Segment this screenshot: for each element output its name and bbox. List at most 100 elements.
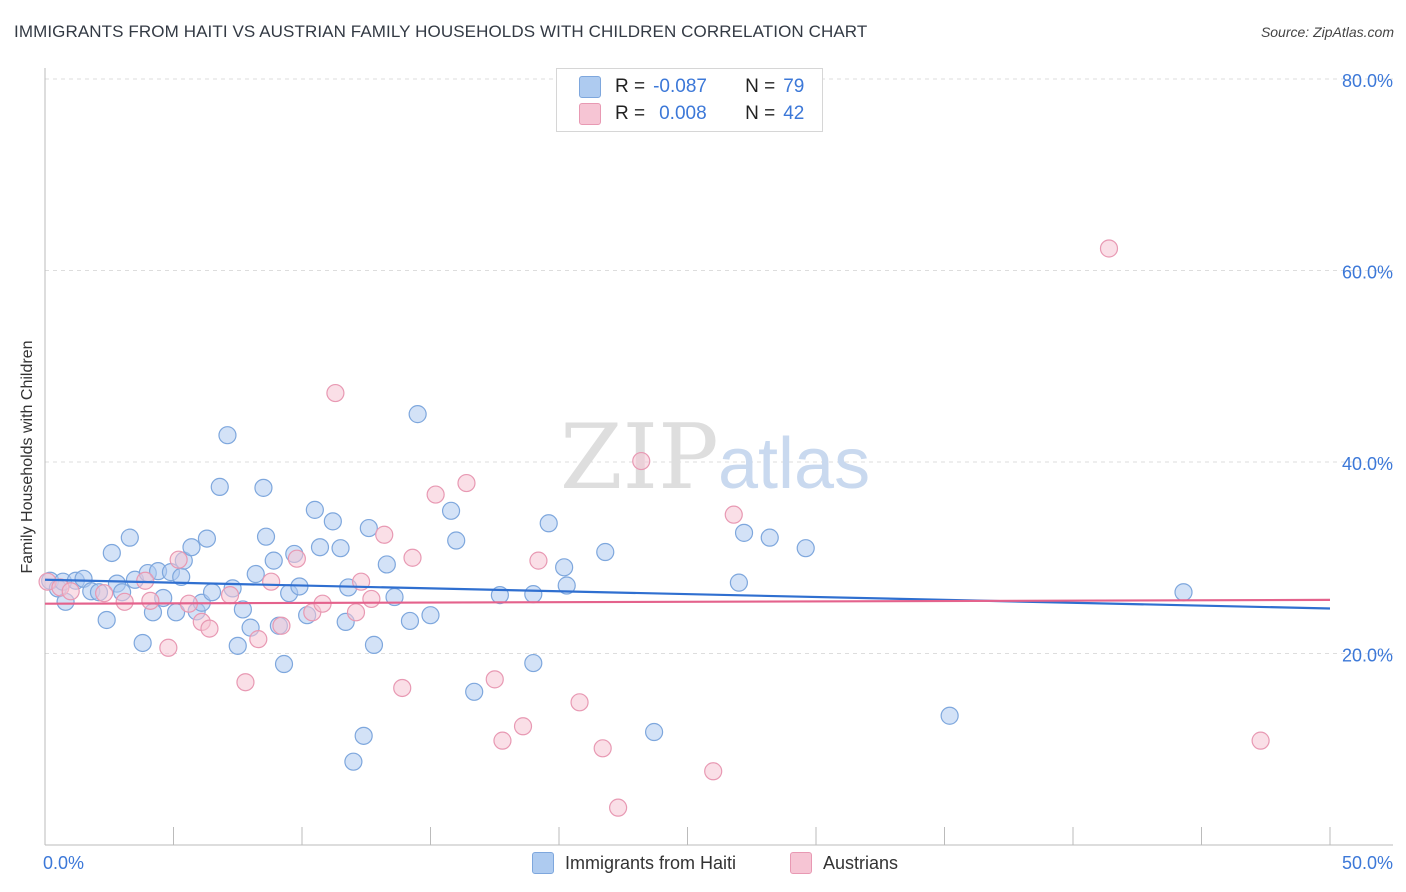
haiti-point (246, 564, 265, 584)
austrians-point (1099, 239, 1119, 258)
r-label: R = (615, 103, 646, 124)
haiti-point (760, 528, 779, 547)
watermark-atlas: atlas (718, 424, 870, 504)
haiti-point (596, 542, 615, 562)
haiti-point (364, 635, 384, 654)
austrians-point (236, 673, 255, 692)
x-tick-label: 0.0% (43, 853, 84, 873)
haiti-point (323, 512, 342, 531)
austrians-point (272, 616, 291, 635)
watermark: ZIP atlas (560, 405, 870, 510)
n-label: N = (745, 103, 776, 124)
austrians-point (141, 591, 160, 610)
haiti-point (524, 653, 543, 673)
haiti-point (264, 551, 283, 570)
haiti-point (524, 585, 543, 604)
austrians-point (1251, 731, 1270, 750)
austrians-trend-line (44, 598, 1331, 605)
haiti-point (228, 636, 247, 655)
haiti-point (729, 573, 749, 592)
haiti-point (254, 478, 273, 497)
haiti-point (734, 523, 754, 542)
haiti-point (256, 527, 276, 546)
haiti-point (555, 558, 574, 577)
austrians-point (249, 630, 268, 649)
axes (44, 68, 1393, 846)
austrians-point (403, 548, 422, 567)
haiti-point (465, 682, 484, 701)
haiti-point (331, 539, 350, 558)
haiti-point (400, 611, 420, 631)
n-value: 42 (783, 103, 805, 124)
austrians-point (457, 473, 476, 493)
haiti-point (274, 654, 294, 674)
austrians-point (220, 585, 240, 605)
austrians-legend-swatch (790, 852, 812, 874)
haiti-point (210, 477, 229, 496)
austrians-point (485, 670, 504, 689)
stats-row-austrians: R = 0.008 N = 42 (579, 101, 804, 127)
austrians-point (287, 549, 306, 568)
haiti-point (408, 405, 427, 424)
stats-row-haiti: R = -0.087 N = 79 (579, 74, 804, 100)
haiti-point (120, 528, 139, 547)
haiti-point (218, 426, 237, 445)
y-tick-label: 60.0% (1342, 263, 1393, 283)
austrians-swatch (579, 103, 601, 125)
austrians-point (115, 592, 134, 611)
legend-item-haiti: Immigrants from Haiti (532, 852, 736, 874)
austrians-point (375, 525, 394, 544)
haiti-point (644, 722, 664, 742)
haiti-point (233, 600, 252, 619)
austrians-point (200, 619, 219, 638)
haiti-legend-label: Immigrants from Haiti (565, 852, 737, 873)
austrians-point (326, 383, 345, 403)
haiti-legend-swatch (532, 852, 554, 874)
y-tick-label: 80.0% (1342, 71, 1393, 91)
austrians-point (362, 589, 381, 609)
tick-labels: 20.0% 40.0% 60.0% 80.0% 0.0% 50.0% (43, 71, 1393, 873)
haiti-point (441, 501, 461, 520)
austrians-point (632, 451, 651, 471)
austrians-point (513, 717, 533, 736)
n-label: N = (745, 76, 776, 97)
haiti-point (421, 606, 440, 625)
haiti-point (539, 514, 558, 533)
y-tick-label: 40.0% (1342, 454, 1393, 474)
austrians-point (95, 584, 114, 603)
haiti-point (796, 539, 815, 558)
austrians-point (493, 731, 512, 750)
haiti-point (447, 531, 466, 550)
austrians-point (136, 571, 155, 590)
haiti-swatch (579, 76, 601, 98)
haiti-point (344, 752, 363, 771)
haiti-point (97, 610, 116, 630)
austrians-point (609, 798, 628, 817)
data-points (38, 239, 1270, 817)
austrians-point (159, 638, 178, 657)
haiti-point (102, 543, 121, 563)
haiti-point (557, 576, 576, 595)
haiti-point (1174, 583, 1193, 602)
n-value: 79 (783, 76, 805, 97)
haiti-point (310, 538, 330, 557)
austrians-point (393, 678, 412, 698)
source-label: Source: ZipAtlas.com (1260, 24, 1394, 40)
austrians-point (704, 762, 723, 781)
x-tick-label: 50.0% (1342, 853, 1393, 873)
haiti-point (359, 518, 378, 538)
austrians-point (529, 551, 548, 570)
austrians-point (169, 550, 188, 569)
haiti-trend-line (44, 578, 1331, 610)
haiti-point (133, 633, 152, 653)
austrians-point (593, 739, 612, 758)
austrians-legend-label: Austrians (823, 852, 899, 873)
haiti-point (377, 555, 396, 574)
haiti-point (354, 726, 373, 745)
haiti-point (305, 500, 324, 519)
austrians-point (570, 693, 589, 712)
y-tick-label: 20.0% (1342, 646, 1393, 666)
trend-lines (44, 578, 1331, 610)
gridlines (45, 78, 1393, 654)
